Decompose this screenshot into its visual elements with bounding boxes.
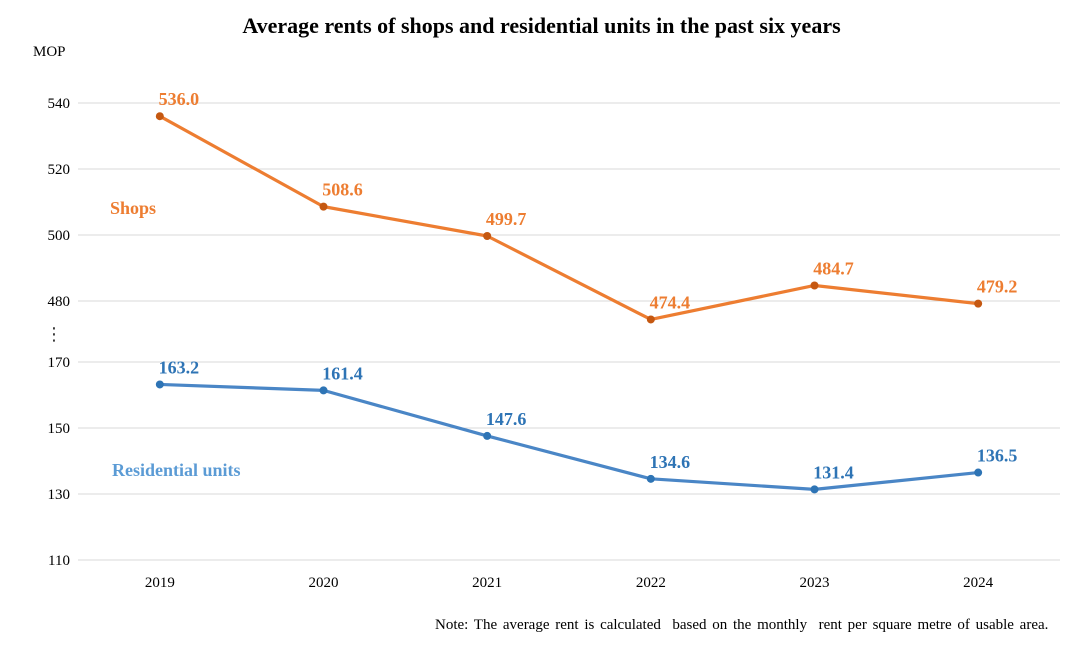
data-point-label-residential-units: 131.4	[813, 462, 854, 482]
y-axis-tick-label: 150	[48, 421, 71, 437]
data-point-marker-residential-units	[810, 485, 819, 494]
data-point-marker-shops	[483, 231, 492, 240]
x-axis-tick-label: 2023	[800, 575, 830, 591]
y-axis-tick-label: 170	[48, 355, 71, 371]
y-axis-tick-label: 540	[48, 96, 71, 112]
data-point-label-residential-units: 136.5	[977, 446, 1018, 466]
data-point-marker-residential-units	[974, 468, 983, 477]
x-axis-tick-label: 2020	[309, 575, 339, 591]
data-point-marker-shops	[155, 112, 164, 121]
data-point-marker-residential-units	[155, 380, 164, 389]
x-axis-tick-label: 2019	[145, 575, 175, 591]
y-axis-tick-label: 480	[48, 294, 71, 310]
x-axis-tick-label: 2024	[963, 575, 994, 591]
y-axis-tick-label: 520	[48, 162, 71, 178]
data-point-label-shops: 484.7	[813, 258, 854, 278]
data-point-label-residential-units: 163.2	[159, 357, 200, 377]
chart-note: Note: The average rent is calculated bas…	[435, 617, 1049, 633]
data-point-marker-residential-units	[483, 431, 492, 440]
data-point-label-shops: 499.7	[486, 209, 527, 229]
data-point-label-shops: 508.6	[322, 180, 363, 200]
x-axis-tick-label: 2022	[636, 575, 666, 591]
data-point-label-shops: 536.0	[159, 89, 200, 109]
x-axis-tick-label: 2021	[472, 575, 502, 591]
y-axis-tick-label: 110	[48, 553, 70, 569]
y-axis-break-icon: ⋮	[45, 324, 63, 345]
series-label-residential: Residential units	[112, 460, 241, 480]
data-point-marker-shops	[319, 202, 328, 211]
y-axis-unit-label: MOP	[33, 44, 66, 60]
data-point-label-shops: 479.2	[977, 277, 1018, 297]
y-axis-tick-label: 130	[48, 487, 71, 503]
data-point-label-residential-units: 147.6	[486, 409, 527, 429]
data-point-label-residential-units: 134.6	[650, 452, 691, 472]
data-point-marker-shops	[810, 281, 819, 290]
series-label-shops: Shops	[110, 198, 157, 218]
series-line-shops	[158, 114, 980, 322]
data-point-label-residential-units: 161.4	[322, 363, 363, 383]
chart-title: Average rents of shops and residential u…	[242, 13, 841, 38]
data-point-label-shops: 474.4	[650, 292, 691, 312]
data-point-marker-shops	[974, 299, 983, 308]
data-point-marker-residential-units	[646, 474, 655, 483]
data-point-marker-shops	[646, 315, 655, 324]
data-point-marker-residential-units	[319, 386, 328, 395]
y-axis-tick-label: 500	[48, 228, 71, 244]
series-line-residential-units	[158, 382, 980, 491]
